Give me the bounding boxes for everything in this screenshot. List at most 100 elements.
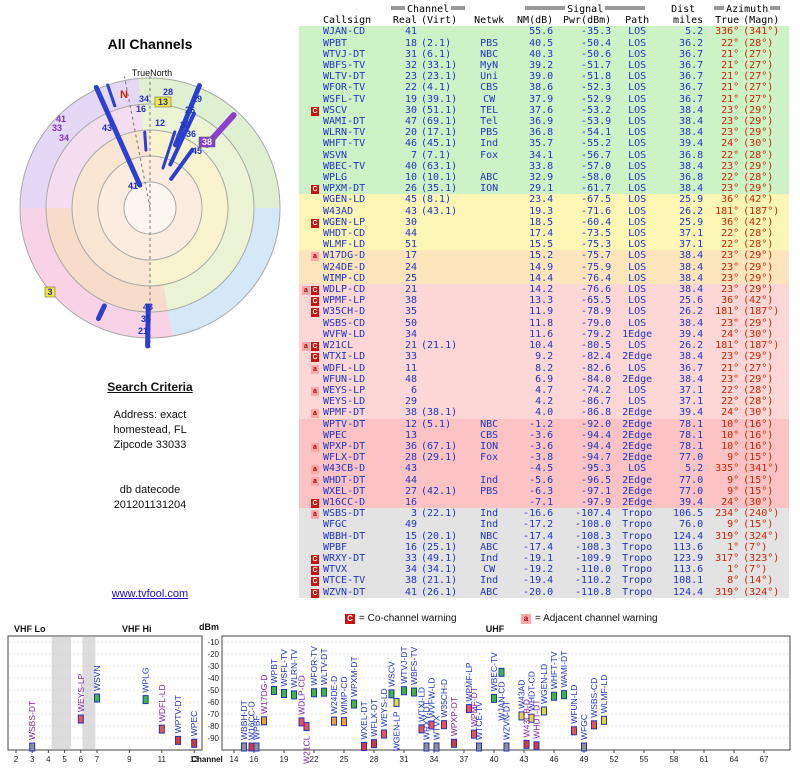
cell-dist-miles: 37.1 — [679, 228, 704, 240]
cell-callsign[interactable]: WHDT-CD — [323, 228, 366, 240]
table-row: C W16CC-D 16 -7.1 -97.9 2Edge 39.4 24° (30°) — [299, 496, 790, 509]
cell-path: 2Edge — [622, 373, 653, 385]
cell-callsign[interactable]: WEYS-LP — [323, 384, 366, 396]
cell-callsign[interactable]: WEYS-LD — [323, 396, 366, 408]
cell-azimuth-magn: (28°) — [743, 396, 774, 408]
cell-callsign[interactable]: WPEC — [323, 429, 348, 441]
cell-callsign[interactable]: WJAN-CD — [323, 26, 366, 38]
cell-real: 18 — [404, 37, 417, 49]
signal-bar — [145, 303, 151, 349]
station-marker — [528, 713, 535, 723]
cell-callsign[interactable]: WBFS-TV — [323, 60, 366, 72]
cell-pwr-dbm: -65.5 — [581, 295, 612, 307]
cell-virt: (34.1) — [421, 564, 458, 576]
cell-callsign[interactable]: WSVN — [323, 149, 348, 161]
co-channel-badge: C — [311, 588, 319, 598]
cell-callsign[interactable]: WLRN-TV — [323, 127, 366, 139]
cell-virt: (23.1) — [421, 71, 458, 83]
cell-callsign[interactable]: WDFL-LD — [323, 362, 366, 374]
cell-nm-db: 13.3 — [529, 295, 554, 307]
cell-callsign[interactable]: W43AD — [323, 205, 354, 217]
cell-callsign[interactable]: WIMP-CD — [323, 272, 366, 284]
cell-callsign[interactable]: WHDT-DT — [323, 474, 366, 486]
cell-real: 48 — [404, 373, 417, 385]
cell-virt: (39.1) — [421, 93, 458, 105]
table-row: WAMI-DT 47 (69.1) Tel 36.9 -53.9 LOS 38.4 23° (29… — [299, 116, 790, 128]
station-label: WIMP-CD — [339, 676, 349, 714]
cell-callsign[interactable]: WPXP-DT — [323, 440, 366, 452]
cell-azimuth-magn: (240°) — [743, 508, 780, 520]
tvfool-link-wrap: www.tvfool.com — [0, 588, 300, 600]
signal-bar — [168, 111, 196, 167]
cell-callsign[interactable]: WTVX — [323, 564, 348, 576]
cell-callsign[interactable]: WGEN-LP — [323, 216, 366, 228]
cell-callsign[interactable]: WSFL-TV — [323, 93, 366, 105]
cell-real: 30 — [404, 104, 417, 116]
channel-tick-label: 19 — [280, 755, 289, 764]
cell-callsign[interactable]: WSBS-CD — [323, 317, 366, 329]
cell-callsign[interactable]: WGEN-LD — [323, 194, 366, 206]
table-row: a WHDT-DT 44 Ind -5.6 -96.5 2Edge 77.0 9° (15°) — [299, 474, 790, 486]
cell-callsign[interactable]: WFOR-TV — [323, 82, 366, 94]
cell-azimuth-true: 21° — [721, 82, 740, 94]
cell-azimuth-true: 23° — [721, 160, 740, 172]
cell-callsign[interactable]: W17DG-D — [323, 250, 366, 262]
cell-callsign[interactable]: WBBH-DT — [323, 530, 366, 542]
tvfool-link[interactable]: www.tvfool.com — [111, 588, 189, 600]
north-axis-line — [123, 76, 151, 209]
cell-callsign[interactable]: WRXY-DT — [323, 552, 366, 564]
cell-callsign[interactable]: WPTV-DT — [323, 418, 366, 430]
cell-callsign[interactable]: WXEL-DT — [323, 485, 366, 497]
cell-callsign[interactable]: WDLP-CD — [323, 284, 366, 296]
cell-callsign[interactable]: W35CH-D — [323, 306, 366, 318]
cell-callsign[interactable]: WZVN-DT — [323, 586, 366, 598]
cell-callsign[interactable]: WPBT — [323, 37, 348, 49]
cell-callsign[interactable]: WFLX-DT — [323, 452, 366, 464]
cell-azimuth-magn: (27°) — [743, 48, 774, 60]
cell-path: LOS — [628, 71, 647, 83]
cell-nm-db: 38.6 — [529, 82, 554, 94]
co-channel-badge: C — [311, 498, 319, 508]
channel-tick-label: 16 — [250, 755, 259, 764]
channel-axis-label: Channel — [191, 755, 223, 764]
channel-tick-label: 34 — [430, 755, 439, 764]
cell-nm-db: -19.2 — [523, 564, 554, 576]
cell-nm-db: 36.9 — [529, 116, 554, 128]
cell-callsign[interactable]: WPBF — [323, 541, 348, 553]
cell-path: 2Edge — [622, 485, 653, 497]
cell-callsign[interactable]: WFUN-LD — [323, 373, 366, 385]
cell-callsign[interactable]: WPMF-DT — [323, 407, 366, 419]
cell-callsign[interactable]: WSBS-DT — [323, 508, 366, 520]
cell-callsign[interactable]: WPXM-DT — [323, 183, 366, 195]
table-row: a WDFL-LD 11 8.2 -82.6 LOS 36.7 21° (27°) — [299, 362, 790, 374]
cell-callsign[interactable]: WHFT-TV — [323, 138, 366, 150]
cell-azimuth-magn: (15°) — [743, 485, 774, 497]
cell-callsign[interactable]: WTXI-LD — [323, 351, 366, 363]
cell-callsign[interactable]: WAMI-DT — [323, 116, 366, 128]
cell-pwr-dbm: -57.0 — [581, 160, 612, 172]
cell-callsign[interactable]: WTCE-TV — [323, 575, 366, 587]
cell-callsign[interactable]: WVFW-LD — [323, 328, 366, 340]
station-marker — [571, 726, 577, 736]
cell-callsign[interactable]: WSCV — [323, 104, 348, 116]
cell-azimuth-magn: (324°) — [743, 586, 780, 598]
cell-dist-miles: 36.7 — [679, 71, 704, 83]
cell-callsign[interactable]: W24DE-D — [323, 261, 366, 273]
cell-callsign[interactable]: WFGC — [323, 519, 348, 531]
cell-callsign[interactable]: W43CB-D — [323, 463, 366, 475]
cell-callsign[interactable]: WTVJ-DT — [323, 48, 366, 60]
cell-callsign[interactable]: WPLG — [323, 172, 348, 184]
cell-path: 2Edge — [622, 474, 653, 486]
dbm-tick-label: -20 — [207, 650, 219, 659]
cell-callsign[interactable]: WPMF-LP — [323, 295, 366, 307]
co-channel-badge: C — [311, 297, 319, 307]
cell-callsign[interactable]: W21CL — [323, 340, 354, 352]
cell-nm-db: -17.4 — [523, 541, 554, 553]
warning-badges — [299, 374, 321, 385]
cell-virt: (2.1) — [421, 37, 452, 49]
cell-callsign[interactable]: W16CC-D — [323, 496, 366, 508]
cell-callsign[interactable]: WLTV-DT — [323, 71, 366, 83]
signal-bar — [95, 303, 107, 322]
cell-callsign[interactable]: WBEC-TV — [323, 160, 366, 172]
cell-callsign[interactable]: WLMF-LD — [323, 239, 366, 251]
